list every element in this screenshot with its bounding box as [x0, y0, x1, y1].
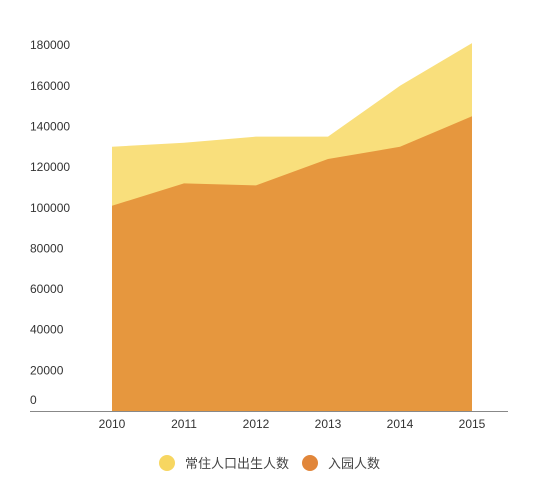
legend-label: 常住人口出生人数	[185, 457, 289, 472]
x-tick-label: 2013	[315, 417, 342, 431]
y-tick-label: 0	[30, 393, 37, 407]
y-tick-label: 80000	[30, 241, 64, 255]
y-tick-label: 160000	[30, 79, 70, 93]
series-areas	[112, 43, 472, 411]
y-tick-label: 100000	[30, 201, 70, 215]
y-tick-label: 120000	[30, 160, 70, 174]
x-tick-label: 2010	[99, 417, 126, 431]
y-tick-label: 60000	[30, 282, 64, 296]
y-axis-tick-labels: 0 20000 40000 60000 80000 100000 120000 140000 1…	[30, 38, 70, 407]
x-tick-label: 2011	[171, 417, 197, 431]
legend-marker	[159, 455, 175, 471]
legend-marker	[302, 455, 318, 471]
x-tick-label: 2012	[243, 417, 270, 431]
area-series-2	[112, 116, 472, 411]
legend-label: 入园人数	[328, 457, 380, 472]
x-tick-label: 2014	[387, 417, 414, 431]
x-axis-tick-labels: 2010 2011 2012 2013 2014 2015	[99, 417, 486, 431]
y-tick-label: 20000	[30, 363, 64, 377]
y-tick-label: 40000	[30, 323, 64, 337]
y-tick-label: 140000	[30, 119, 70, 133]
y-tick-label: 180000	[30, 38, 70, 52]
x-tick-label: 2015	[459, 417, 486, 431]
legend: 常住人口出生人数 入园人数	[159, 455, 380, 472]
